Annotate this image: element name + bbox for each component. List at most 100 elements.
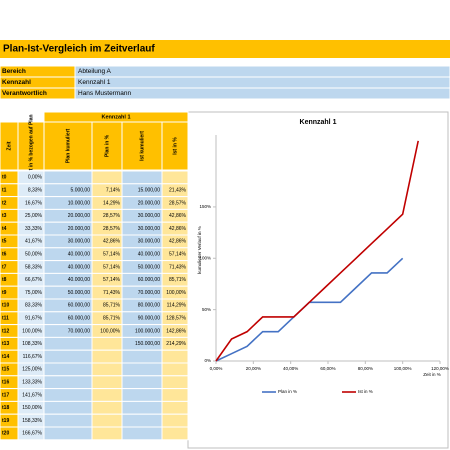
cell-value: 42,86%	[169, 239, 187, 245]
info-value: Kennzahl 1	[78, 79, 111, 86]
cell-value: 8,33%	[28, 188, 43, 194]
cell-value: 91,67%	[25, 316, 43, 322]
column-header-cell	[121, 121, 163, 171]
table-cell	[161, 362, 189, 377]
table-cell	[43, 362, 93, 377]
cell-value: 150,00%	[22, 405, 42, 411]
x-tick-label: 80,00%	[358, 366, 373, 371]
column-header: Plan kumuliert	[65, 128, 71, 163]
cell-value: 100,00%	[100, 328, 120, 334]
cell-value: 57,14%	[103, 252, 121, 258]
table-cell	[91, 426, 123, 441]
table-cell	[43, 400, 93, 415]
table-cell	[161, 375, 189, 390]
row-label: t8	[2, 277, 7, 283]
cell-value: 42,86%	[103, 239, 121, 245]
row-label: t17	[2, 392, 9, 398]
cell-value: 25,00%	[25, 213, 43, 219]
info-label: Bereich	[2, 68, 26, 75]
info-value-cell	[74, 87, 450, 100]
cell-value: 10.000,00	[68, 200, 90, 206]
cell-value: 16,67%	[25, 200, 43, 206]
table-cell	[91, 388, 123, 402]
row-label: t12	[2, 328, 9, 334]
table-cell	[43, 426, 93, 441]
table-cell	[121, 388, 163, 402]
table-cell	[121, 426, 163, 441]
cell-value: 42,86%	[169, 213, 187, 219]
y-axis-label: kumulierter Verlauf in %	[197, 226, 202, 274]
cell-value: 58,33%	[25, 264, 43, 270]
table-cell	[121, 375, 163, 390]
cell-value: 50.000,00	[138, 264, 160, 270]
cell-value: 50.000,00	[68, 290, 90, 296]
info-value: Hans Mustermann	[78, 90, 131, 97]
table-cell	[91, 413, 123, 428]
cell-value: 71,43%	[169, 264, 187, 270]
cell-value: 70.000,00	[138, 290, 160, 296]
cell-value: 75,00%	[25, 290, 43, 296]
cell-value: 42,86%	[169, 226, 187, 232]
row-label: t1	[2, 188, 7, 194]
cell-value: 5.000,00	[71, 188, 91, 194]
table-cell	[91, 349, 123, 364]
cell-value: 150.000,00	[135, 341, 160, 347]
column-header: Ist kumuliert	[139, 131, 145, 161]
cell-value: 116,67%	[23, 354, 43, 360]
cell-value: 85,71%	[169, 277, 187, 283]
x-axis-label: Zeit in %	[423, 372, 441, 377]
cell-value: 57,14%	[169, 252, 187, 258]
legend-label: Plan in %	[278, 389, 297, 394]
cell-value: 125,00%	[22, 367, 42, 373]
table-cell	[121, 413, 163, 428]
cell-value: 50,00%	[25, 252, 43, 258]
table-cell	[161, 388, 189, 402]
cell-value: 128,57%	[166, 316, 186, 322]
info-value-cell	[74, 65, 450, 78]
table-cell	[121, 349, 163, 364]
table-cell	[43, 375, 93, 390]
cell-value: 166,67%	[22, 431, 42, 437]
info-label: Kennzahl	[2, 79, 31, 86]
column-header: Zeit in % bezogen auf Plan	[28, 114, 34, 177]
y-tick-label: 0%	[204, 358, 211, 363]
cell-value: 60.000,00	[68, 316, 90, 322]
row-label: t9	[2, 290, 7, 296]
series-line	[215, 140, 419, 362]
row-label: t20	[2, 431, 9, 437]
cell-value: 14,29%	[103, 200, 121, 206]
row-label: t5	[2, 239, 7, 245]
column-header-cell	[91, 121, 123, 171]
column-header: Zeit	[6, 141, 12, 150]
cell-value: 0,00%	[28, 175, 43, 181]
group-header: Kennzahl 1	[101, 114, 130, 120]
title-bar	[0, 40, 450, 58]
cell-value: 30.000,00	[138, 239, 160, 245]
column-header-cell	[43, 121, 93, 171]
cell-value: 20.000,00	[68, 213, 90, 219]
cell-value: 20.000,00	[68, 226, 90, 232]
table-cell	[91, 170, 123, 185]
row-label: t2	[2, 200, 7, 206]
cell-value: 100,00%	[22, 328, 42, 334]
chart-title: Kennzahl 1	[300, 119, 337, 126]
column-header: Plan in %	[104, 134, 110, 157]
row-label: t3	[2, 213, 7, 219]
table-cell	[161, 413, 189, 428]
row-label: t18	[2, 405, 9, 411]
info-label: Verantwortlich	[2, 90, 47, 97]
cell-value: 28,57%	[103, 213, 121, 219]
cell-value: 28,57%	[103, 226, 121, 232]
cell-value: 133,33%	[22, 380, 42, 386]
legend-label: Ist in %	[358, 389, 373, 394]
row-label: t6	[2, 252, 7, 258]
y-tick-label: 50%	[202, 307, 211, 312]
cell-value: 33,33%	[25, 226, 43, 232]
x-tick-label: 100,00%	[394, 366, 412, 371]
cell-value: 28,57%	[169, 200, 187, 206]
row-label: t10	[2, 303, 9, 309]
row-label: t13	[2, 341, 9, 347]
cell-value: 141,67%	[22, 392, 42, 398]
row-label: t19	[2, 418, 9, 424]
